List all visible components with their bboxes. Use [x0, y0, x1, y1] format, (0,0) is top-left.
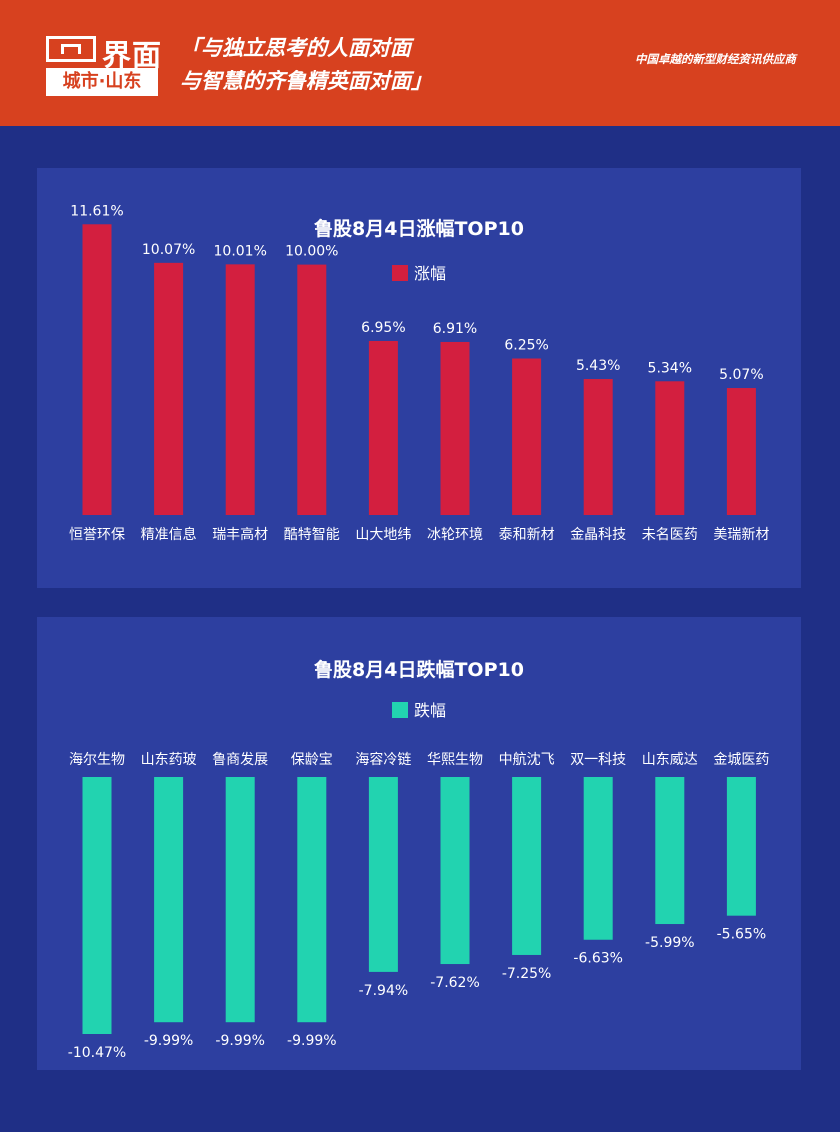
- gainers-chart-panel: 鲁股8月4日涨幅TOP10 涨幅 11.61% 恒誉环保 10.07% 精准信息 10.…: [37, 168, 801, 588]
- losers-value-label-9: -5.99%: [645, 935, 695, 951]
- gainers-category-label-5: 山大地纬: [355, 527, 411, 543]
- losers-value-label-5: -7.94%: [359, 983, 409, 999]
- gainers-value-label-2: 10.07%: [142, 242, 195, 258]
- losers-bar-5: [368, 777, 398, 972]
- losers-bar-9: [655, 777, 685, 925]
- gainers-bar-chart: 11.61% 恒誉环保 10.07% 精准信息 10.01% 瑞丰高材 10.00% 酷特智能…: [69, 203, 769, 543]
- gainers-value-label-4: 10.00%: [285, 244, 338, 260]
- gainers-category-label-8: 金晶科技: [570, 527, 626, 543]
- logo-subtitle: 城市·山东: [46, 68, 158, 96]
- slogan: 「与独立思考的人面对面 与智慧的齐鲁精英面对面」: [180, 32, 432, 98]
- gainers-value-label-1: 11.61%: [70, 203, 123, 219]
- slogan-line-2: 与智慧的齐鲁精英面对面」: [180, 69, 432, 93]
- gainers-legend-swatch: [391, 265, 408, 281]
- gainers-chart-title: 鲁股8月4日涨幅TOP10: [314, 218, 524, 240]
- losers-bar-4: [297, 777, 327, 1023]
- losers-category-label-5: 海容冷链: [355, 751, 411, 768]
- gainers-category-label-3: 瑞丰高材: [212, 526, 268, 543]
- losers-category-label-4: 保龄宝: [291, 752, 333, 768]
- losers-category-label-1: 海尔生物: [69, 752, 125, 768]
- losers-value-label-10: -5.65%: [717, 927, 767, 943]
- losers-value-label-8: -6.63%: [573, 951, 623, 967]
- gainers-value-label-3: 10.01%: [214, 243, 267, 259]
- gainers-bar-4: [297, 264, 327, 515]
- gainers-category-label-1: 恒誉环保: [69, 527, 125, 543]
- losers-bar-8: [583, 777, 613, 940]
- losers-value-label-6: -7.62%: [430, 975, 480, 991]
- gainers-category-label-7: 泰和新材: [499, 527, 555, 543]
- losers-category-label-3: 鲁商发展: [212, 752, 268, 768]
- losers-bar-7: [512, 777, 542, 955]
- losers-value-label-3: -9.99%: [215, 1033, 265, 1049]
- slogan-line-1: 「与独立思考的人面对面: [180, 36, 411, 60]
- gainers-value-label-8: 5.43%: [576, 358, 620, 374]
- losers-value-label-1: -10.47%: [68, 1045, 126, 1061]
- gainers-bar-5: [368, 340, 398, 515]
- header-banner: 界面 城市·山东 「与独立思考的人面对面 与智慧的齐鲁精英面对面」 中国卓越的新…: [0, 0, 840, 126]
- losers-value-label-4: -9.99%: [287, 1033, 337, 1049]
- gainers-category-label-10: 美瑞新材: [713, 527, 769, 543]
- tagline: 中国卓越的新型财经资讯供应商: [635, 52, 796, 66]
- losers-value-label-7: -7.25%: [502, 966, 552, 982]
- losers-bar-6: [440, 777, 470, 965]
- gainers-legend-label: 涨幅: [413, 264, 446, 283]
- losers-chart-panel: 鲁股8月4日跌幅TOP10 跌幅 -10.47% 海尔生物 -9.99% 山东药玻 -9…: [37, 617, 801, 1070]
- gainers-value-label-9: 5.34%: [648, 360, 692, 376]
- logo: 界面 城市·山东: [46, 34, 161, 96]
- losers-legend-swatch: [391, 702, 408, 718]
- losers-legend: 跌幅: [37, 697, 801, 721]
- gainers-category-label-4: 酷特智能: [284, 527, 340, 543]
- logo-name: 界面: [102, 38, 163, 72]
- gainers-bar-9: [655, 381, 685, 515]
- losers-bar-1: [82, 777, 112, 1034]
- gainers-category-label-2: 精准信息: [141, 526, 197, 543]
- losers-category-label-7: 中航沈飞: [499, 752, 555, 768]
- losers-legend-label: 跌幅: [413, 701, 446, 720]
- gainers-category-label-6: 冰轮环境: [427, 527, 483, 543]
- losers-bar-2: [154, 777, 184, 1023]
- losers-chart-title: 鲁股8月4日跌幅TOP10: [314, 659, 524, 681]
- gainers-bar-10: [726, 388, 756, 515]
- gainers-bar-8: [583, 379, 613, 515]
- gainers-value-label-5: 6.95%: [361, 320, 405, 336]
- gainers-value-label-10: 5.07%: [719, 367, 763, 383]
- losers-category-label-10: 金城医药: [713, 752, 769, 768]
- losers-bar-chart: -10.47% 海尔生物 -9.99% 山东药玻 -9.99% 鲁商发展 -9.99% 保龄宝…: [68, 751, 770, 1061]
- gainers-bar-1: [82, 224, 112, 516]
- losers-value-label-2: -9.99%: [144, 1033, 194, 1049]
- losers-category-label-9: 山东威达: [642, 752, 698, 768]
- gainers-bar-3: [225, 264, 255, 515]
- gainers-bar-6: [440, 341, 470, 515]
- losers-category-label-2: 山东药玻: [141, 752, 197, 768]
- logo-icon: [46, 36, 96, 62]
- losers-category-label-6: 华熙生物: [427, 752, 483, 768]
- gainers-bar-2: [154, 262, 184, 515]
- losers-category-label-8: 双一科技: [570, 752, 626, 768]
- gainers-value-label-6: 6.91%: [433, 321, 477, 337]
- gainers-value-label-7: 6.25%: [504, 338, 548, 354]
- losers-bar-10: [726, 777, 756, 916]
- gainers-bar-7: [512, 358, 542, 515]
- gainers-category-label-9: 未名医药: [642, 527, 698, 543]
- gainers-legend: 涨幅: [37, 260, 801, 284]
- losers-bar-3: [225, 777, 255, 1023]
